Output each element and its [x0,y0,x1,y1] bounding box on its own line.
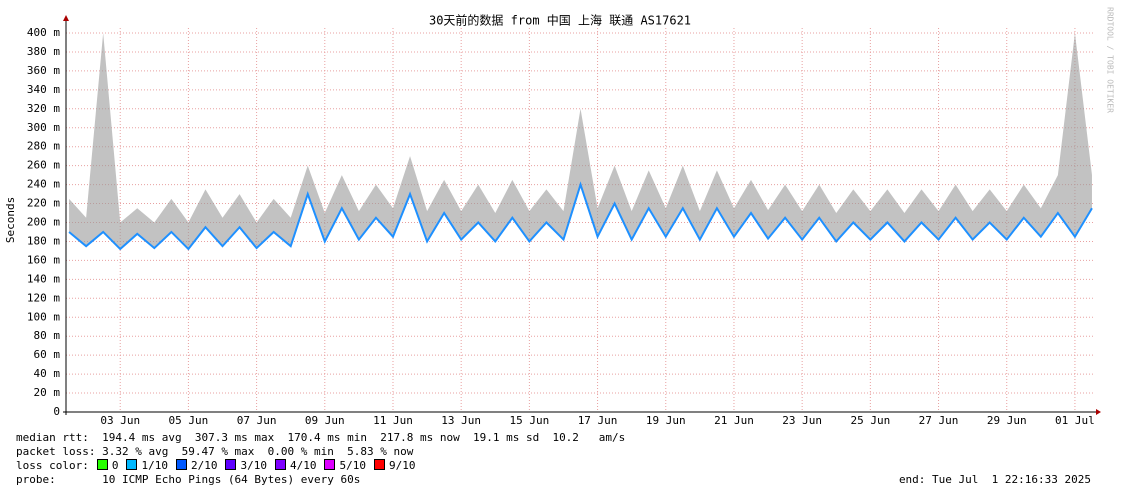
y-tick-label: 60 m [34,348,61,361]
x-tick-label: 29 Jun [987,414,1027,427]
y-tick-label: 200 m [27,216,60,229]
y-tick-label: 360 m [27,64,60,77]
y-tick-label: 240 m [27,178,60,191]
loss-swatch-label: 9/10 [388,459,416,472]
probe-label: probe: [16,473,56,486]
x-tick-label: 13 Jun [441,414,481,427]
loss-swatch [373,459,385,470]
x-tick-label: 15 Jun [510,414,550,427]
loss-swatch [175,459,187,470]
y-tick-label: 400 m [27,26,60,39]
y-tick-label: 120 m [27,291,60,304]
x-tick-label: 11 Jun [373,414,413,427]
x-tick-label: 23 Jun [782,414,822,427]
stats-text: 3.32 % avg 59.47 % max 0.00 % min 5.83 %… [102,445,414,458]
x-tick-label: 21 Jun [714,414,754,427]
stats-median: median rtt: 194.4 ms avg 307.3 ms max 17… [16,431,625,444]
y-tick-label: 220 m [27,197,60,210]
y-axis-label: Seconds [4,197,17,243]
loss-swatch-label: 3/10 [240,459,267,472]
x-tick-label: 19 Jun [646,414,686,427]
loss-legend: loss color: 0 1/10 2/10 3/10 4/10 5/10 9/10 [16,459,415,472]
y-tick-label: 80 m [34,329,61,342]
y-tick-label: 20 m [34,386,61,399]
stats-label: median rtt: [16,431,89,444]
y-tick-label: 140 m [27,272,60,285]
y-tick-label: 100 m [27,310,60,323]
watermark: RRDTOOL / TOBI OETIKER [1106,7,1115,113]
y-tick-label: 260 m [27,159,60,172]
y-tick-label: 300 m [27,121,60,134]
x-tick-label: 03 Jun [100,414,140,427]
stats-label: packet loss: [16,445,96,458]
y-tick-label: 280 m [27,140,60,153]
chart: 30天前的数据 from 中国 上海 联通 AS17621 Seconds RR… [4,7,1115,427]
chart-title: 30天前的数据 from 中国 上海 联通 AS17621 [429,13,691,28]
loss-swatch [96,459,108,470]
y-tick-label: 160 m [27,253,60,266]
probe-text: 10 ICMP Echo Pings (64 Bytes) every 60s [102,473,361,486]
arrow [63,15,69,21]
median-line [68,181,1093,251]
y-tick-label: 0 [53,405,60,418]
x-tick-label: 25 Jun [850,414,890,427]
loss-swatch [225,459,237,470]
probe: probe: 10 ICMP Echo Pings (64 Bytes) eve… [16,473,360,486]
loss-swatch-label: 2/10 [190,459,218,472]
y-tick-label: 180 m [27,234,60,247]
end-time: end: Tue Jul 1 22:16:33 2025 [898,473,1091,486]
y-tick-label: 40 m [34,367,61,380]
loss-swatch-label: 5/10 [339,459,366,472]
stats-loss: packet loss: 3.32 % avg 59.47 % max 0.00… [16,445,413,458]
y-tick-label: 320 m [27,102,60,115]
loss-swatch [126,459,138,470]
x-tick-label: 07 Jun [237,414,277,427]
y-tick-label: 340 m [27,83,60,96]
loss-swatch-label: 0 [111,459,119,472]
stats-text: 194.4 ms avg 307.3 ms max 170.4 ms min 2… [95,431,626,444]
x-tick-label: 09 Jun [305,414,345,427]
loss-label: loss color: [16,459,89,472]
x-tick-label: 05 Jun [169,414,209,427]
loss-swatch [274,459,286,470]
smoke-area [69,33,1092,250]
x-tick-label: 01 Jul [1055,414,1095,427]
arrow [1096,409,1101,415]
x-tick-label: 17 Jun [578,414,618,427]
loss-swatch [324,459,336,470]
y-tick-label: 380 m [27,45,60,58]
loss-swatch-label: 4/10 [289,459,317,472]
x-tick-label: 27 Jun [919,414,959,427]
loss-swatch-label: 1/10 [141,459,168,472]
